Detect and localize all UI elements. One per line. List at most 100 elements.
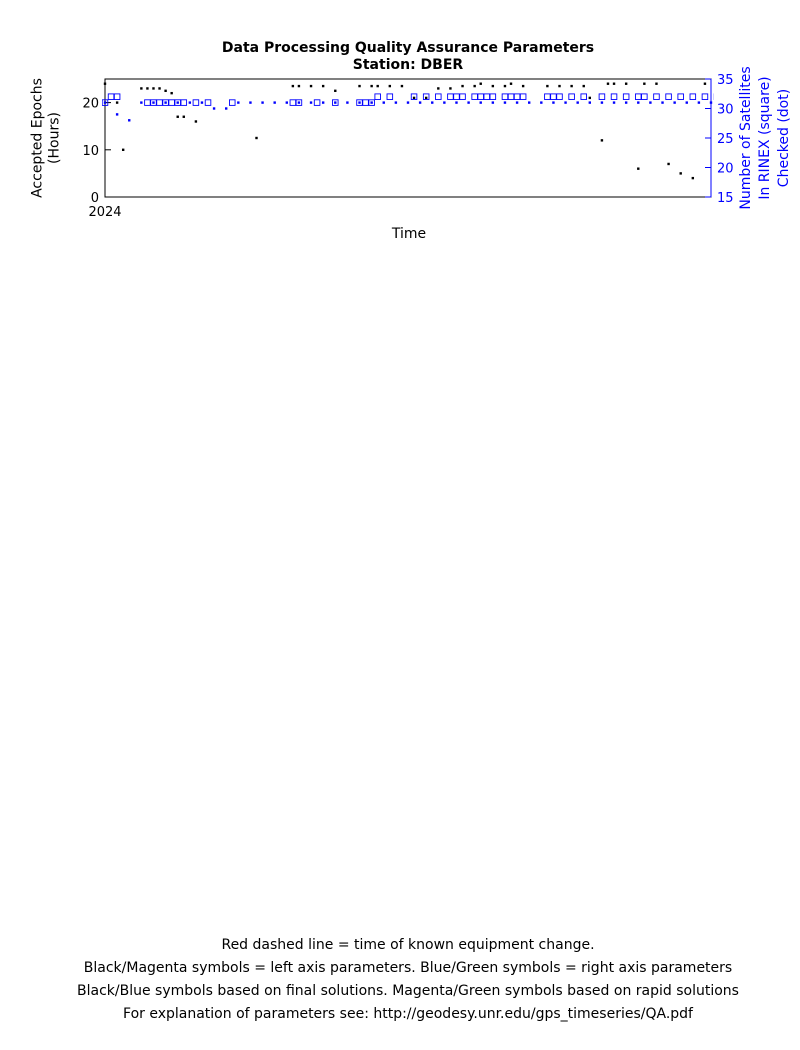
data-point-dot <box>176 115 179 118</box>
plot-area-1 <box>104 78 712 198</box>
data-point-dot <box>521 84 525 88</box>
data-point-square <box>459 93 466 100</box>
chart-title-text: Data Processing Quality Assurance Parame… <box>222 40 594 56</box>
data-point-dot <box>334 101 337 104</box>
data-point-dot <box>582 84 585 88</box>
data-point-dot <box>261 101 264 104</box>
data-point-square <box>229 99 236 106</box>
data-point-dot <box>709 101 713 104</box>
data-point-square <box>483 93 491 100</box>
data-point-dot <box>115 101 119 104</box>
data-point-dot <box>600 101 604 104</box>
data-point-dot <box>321 84 325 88</box>
data-point-dot <box>673 101 676 104</box>
data-point-square <box>610 93 618 100</box>
data-point-square <box>677 93 684 100</box>
data-point-square <box>102 99 109 106</box>
data-point-square <box>489 93 497 100</box>
footer-line-4: For explanation of parameters see: http:… <box>123 1006 694 1022</box>
data-point-square <box>168 99 175 106</box>
data-point-dot <box>491 84 495 88</box>
data-point-dot <box>443 101 446 104</box>
data-point-dot <box>285 101 288 104</box>
data-point-dot <box>697 101 701 104</box>
data-point-dot <box>334 89 337 92</box>
data-point-dot <box>128 119 131 122</box>
data-point-square <box>362 99 369 106</box>
data-point-dot <box>515 101 519 104</box>
x-year-label: 2024 <box>88 205 121 220</box>
footer-line-2: Black/Magenta symbols = left axis parame… <box>84 960 732 976</box>
data-point-dot <box>388 84 392 88</box>
data-point-dot <box>376 84 379 88</box>
data-point-dot <box>570 84 573 88</box>
data-point-square <box>665 93 672 100</box>
data-point-square <box>150 99 157 106</box>
data-point-square <box>641 93 648 100</box>
data-point-dot <box>679 172 682 175</box>
data-marks-1 <box>102 82 714 180</box>
data-point-dot <box>140 101 143 104</box>
right-y-label-line: In RINEX (square) <box>757 76 773 199</box>
data-point-dot <box>685 101 688 104</box>
data-point-square <box>107 93 115 100</box>
data-point-square <box>519 93 527 100</box>
data-point-dot <box>437 87 440 90</box>
data-point-dot <box>309 101 313 104</box>
data-point-dot <box>540 101 543 104</box>
data-point-dot <box>637 167 640 170</box>
left-tick-label: 20 <box>82 97 99 112</box>
data-point-dot <box>449 87 452 90</box>
data-point-square <box>513 93 521 100</box>
data-point-dot <box>297 101 301 104</box>
data-point-square <box>386 93 394 100</box>
right-y-label-line: Number of Satellites <box>738 66 754 209</box>
data-point-dot <box>249 101 252 104</box>
data-point-square <box>713 93 714 100</box>
data-point-dot <box>152 87 155 90</box>
data-point-dot <box>509 82 513 85</box>
data-point-dot <box>406 101 410 104</box>
data-point-dot <box>564 101 567 104</box>
data-point-square <box>204 99 212 106</box>
chart-subtitle-text: Station: DBER <box>353 57 464 73</box>
data-point-square <box>113 93 121 100</box>
data-point-dot <box>321 101 325 104</box>
data-point-dot <box>309 84 313 88</box>
data-point-square <box>435 93 442 100</box>
data-point-dot <box>703 82 707 85</box>
data-point-dot <box>503 101 507 104</box>
data-point-square <box>653 93 660 100</box>
data-point-dot <box>503 84 507 88</box>
data-point-square <box>313 99 321 106</box>
data-point-square <box>580 93 587 100</box>
data-point-dot <box>297 84 301 88</box>
data-point-dot <box>158 87 161 90</box>
left-y-label-line: (Hours) <box>47 112 63 164</box>
data-point-dot <box>558 84 561 88</box>
panel-1: 0 10 20 15 20 25 30 35 2024 Time Accepted Epochs(H… <box>30 66 793 242</box>
data-point-dot <box>455 101 458 104</box>
data-point-square <box>368 99 375 106</box>
data-point-square <box>701 93 709 100</box>
data-point-dot <box>473 84 476 88</box>
data-point-dot <box>624 101 628 104</box>
data-point-square <box>635 93 642 100</box>
right-y-label-line: Checked (dot) <box>776 89 792 187</box>
chart-footer: Red dashed line = time of known equipmen… <box>77 937 739 1022</box>
data-point-dot <box>576 101 579 104</box>
data-point-dot <box>624 82 628 85</box>
data-point-dot <box>358 84 361 88</box>
data-point-square <box>410 93 418 100</box>
data-point-dot <box>115 113 119 116</box>
data-point-dot <box>176 101 179 104</box>
data-point-dot <box>412 96 416 100</box>
data-point-dot <box>600 139 604 142</box>
data-point-dot <box>358 101 361 104</box>
data-point-dot <box>637 101 640 104</box>
data-point-square <box>598 93 606 100</box>
x-axis-label: Time <box>391 226 426 242</box>
data-point-dot <box>394 101 398 104</box>
data-point-dot <box>552 101 555 104</box>
